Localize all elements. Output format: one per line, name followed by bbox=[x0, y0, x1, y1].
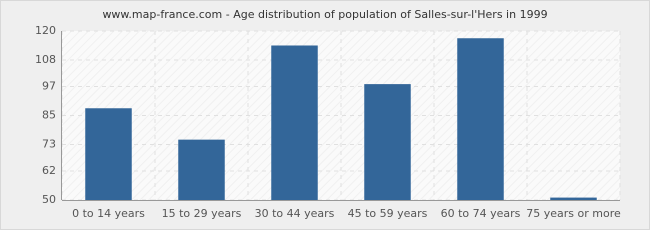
x-tick-label: 60 to 74 years bbox=[441, 207, 521, 220]
bar bbox=[364, 84, 411, 200]
y-tick-label: 85 bbox=[42, 109, 56, 122]
x-tick-label: 0 to 14 years bbox=[72, 207, 145, 220]
chart: www.map-france.com - Age distribution of… bbox=[0, 0, 650, 230]
y-tick-label: 120 bbox=[35, 24, 56, 37]
bar bbox=[178, 139, 225, 200]
bar bbox=[550, 197, 597, 200]
bar bbox=[85, 108, 132, 200]
bar bbox=[271, 45, 318, 200]
y-tick-label: 50 bbox=[42, 193, 56, 206]
y-tick-label: 97 bbox=[42, 80, 56, 93]
y-tick-label: 108 bbox=[35, 53, 56, 66]
y-tick-label: 73 bbox=[42, 137, 56, 150]
x-tick-label: 45 to 59 years bbox=[348, 207, 428, 220]
x-tick-label: 30 to 44 years bbox=[255, 207, 335, 220]
x-tick-label: 15 to 29 years bbox=[162, 207, 242, 220]
y-tick-label: 62 bbox=[42, 164, 56, 177]
bar bbox=[457, 38, 504, 200]
chart-title: www.map-france.com - Age distribution of… bbox=[102, 8, 547, 21]
x-tick-label: 75 years or more bbox=[526, 207, 621, 220]
